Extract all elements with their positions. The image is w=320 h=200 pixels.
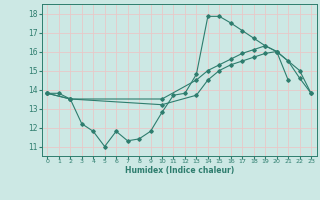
X-axis label: Humidex (Indice chaleur): Humidex (Indice chaleur)	[124, 166, 234, 175]
